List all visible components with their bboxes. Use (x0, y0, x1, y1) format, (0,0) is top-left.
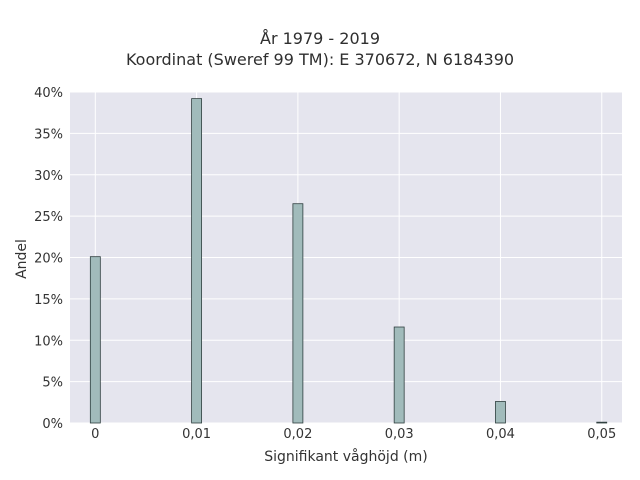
x-tick-label: 0,01 (182, 427, 211, 442)
histogram-bar (89, 256, 101, 424)
x-axis-label: Signifikant våghöjd (m) (264, 448, 427, 465)
y-tick-label: 35% (34, 127, 63, 142)
y-axis-ticks: 0% 5% 10% 15% 20% 25% 30% 35% 40% (34, 86, 63, 432)
histogram-bar (191, 98, 203, 424)
y-tick-label: 0% (42, 417, 63, 432)
x-tick-label: 0,02 (283, 427, 312, 442)
histogram-bar (495, 401, 506, 424)
y-tick-label: 10% (34, 334, 63, 349)
y-axis-label: Andel (14, 239, 30, 279)
y-tick-label: 25% (34, 210, 63, 225)
y-tick-label: 20% (34, 252, 63, 267)
y-tick-label: 40% (34, 86, 63, 101)
y-tick-label: 30% (34, 169, 63, 184)
x-axis-ticks: 0 0,01 0,02 0,03 0,04 0,05 (91, 427, 616, 442)
y-tick-label: 5% (42, 376, 63, 391)
histogram-bar (393, 326, 405, 424)
x-tick-label: 0,05 (587, 427, 616, 442)
y-tick-label: 15% (34, 293, 63, 308)
histogram-bar (596, 421, 608, 424)
chart-title: År 1979 - 2019 (260, 29, 380, 48)
bars (89, 98, 608, 424)
chart-subtitle: Koordinat (Sweref 99 TM): E 370672, N 61… (125, 50, 515, 69)
histogram-bar (292, 203, 304, 424)
x-tick-label: 0 (91, 427, 99, 442)
x-tick-label: 0,04 (486, 427, 515, 442)
x-tick-label: 0,03 (385, 427, 414, 442)
